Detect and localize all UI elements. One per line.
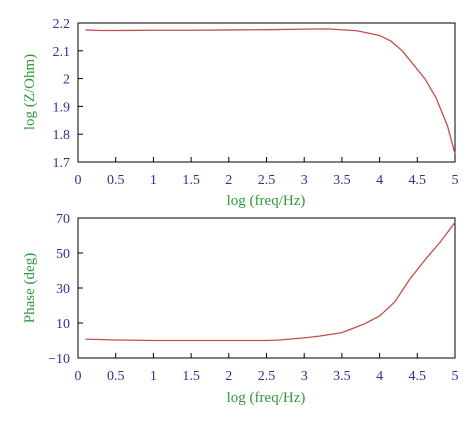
impedance-x-tick-label: 1 bbox=[150, 173, 157, 188]
phase-x-tick-label: 3.5 bbox=[333, 369, 351, 384]
phase-series-line bbox=[85, 221, 456, 342]
phase-plot-frame bbox=[77, 217, 456, 359]
phase-x-tick-label: 3 bbox=[301, 369, 308, 384]
impedance-y-tick-label: 2.1 bbox=[53, 45, 71, 60]
phase-x-tick-label: 1 bbox=[150, 369, 157, 384]
impedance-x-tick-label: 1.5 bbox=[182, 173, 200, 188]
impedance-series-line bbox=[85, 28, 456, 154]
phase-x-tick-label: 4 bbox=[376, 369, 383, 384]
phase-y-tick-label: 30 bbox=[56, 282, 70, 297]
phase-y-ticks: −10 10 30 50 70 bbox=[48, 212, 83, 367]
impedance-x-ticks: 0 0.5 1 1.5 2 2.5 3 3.5 4 4.5 5 bbox=[75, 157, 459, 188]
impedance-panel: 0 0.5 1 1.5 2 2.5 3 3.5 4 4.5 5 1.7 1.8 1.9 2 2.1 2.2 l… bbox=[22, 17, 459, 209]
impedance-x-tick-label: 0.5 bbox=[107, 173, 125, 188]
impedance-x-tick-label: 2 bbox=[225, 173, 232, 188]
impedance-y-tick-label: 2 bbox=[63, 73, 70, 88]
impedance-x-tick-label: 3.5 bbox=[333, 173, 351, 188]
impedance-plot-frame bbox=[77, 22, 456, 163]
impedance-y-ticks: 1.7 1.8 1.9 2 2.1 2.2 bbox=[53, 17, 83, 171]
impedance-x-tick-label: 4.5 bbox=[409, 173, 427, 188]
impedance-x-tick-label: 0 bbox=[75, 173, 82, 188]
impedance-y-axis-title: log (Z/Ohm) bbox=[22, 54, 38, 130]
impedance-x-tick-label: 3 bbox=[301, 173, 308, 188]
phase-x-tick-label: 0.5 bbox=[107, 369, 125, 384]
phase-x-tick-label: 4.5 bbox=[409, 369, 427, 384]
impedance-y-tick-label: 1.8 bbox=[53, 128, 71, 143]
phase-panel: 0 0.5 1 1.5 2 2.5 3 3.5 4 4.5 5 −10 10 30 50 70 log (f… bbox=[22, 212, 459, 406]
impedance-y-tick-label: 1.9 bbox=[53, 100, 71, 115]
phase-y-tick-label: −10 bbox=[48, 352, 70, 367]
phase-x-tick-label: 2.5 bbox=[258, 369, 276, 384]
phase-x-ticks: 0 0.5 1 1.5 2 2.5 3 3.5 4 4.5 5 bbox=[75, 353, 459, 384]
phase-x-tick-label: 5 bbox=[452, 369, 459, 384]
phase-y-tick-label: 50 bbox=[56, 247, 70, 262]
phase-x-tick-label: 1.5 bbox=[182, 369, 200, 384]
impedance-x-tick-label: 5 bbox=[452, 173, 459, 188]
phase-y-axis-title: Phase (deg) bbox=[22, 253, 38, 323]
impedance-x-tick-label: 2.5 bbox=[258, 173, 276, 188]
phase-y-tick-label: 10 bbox=[56, 317, 70, 332]
impedance-x-tick-label: 4 bbox=[376, 173, 383, 188]
impedance-y-tick-label: 1.7 bbox=[53, 156, 71, 171]
phase-x-tick-label: 0 bbox=[75, 369, 82, 384]
phase-x-tick-label: 2 bbox=[225, 369, 232, 384]
impedance-x-axis-title: log (freq/Hz) bbox=[227, 193, 306, 209]
impedance-y-tick-label: 2.2 bbox=[53, 17, 71, 32]
phase-y-tick-label: 70 bbox=[56, 212, 70, 227]
phase-x-axis-title: log (freq/Hz) bbox=[227, 390, 306, 406]
